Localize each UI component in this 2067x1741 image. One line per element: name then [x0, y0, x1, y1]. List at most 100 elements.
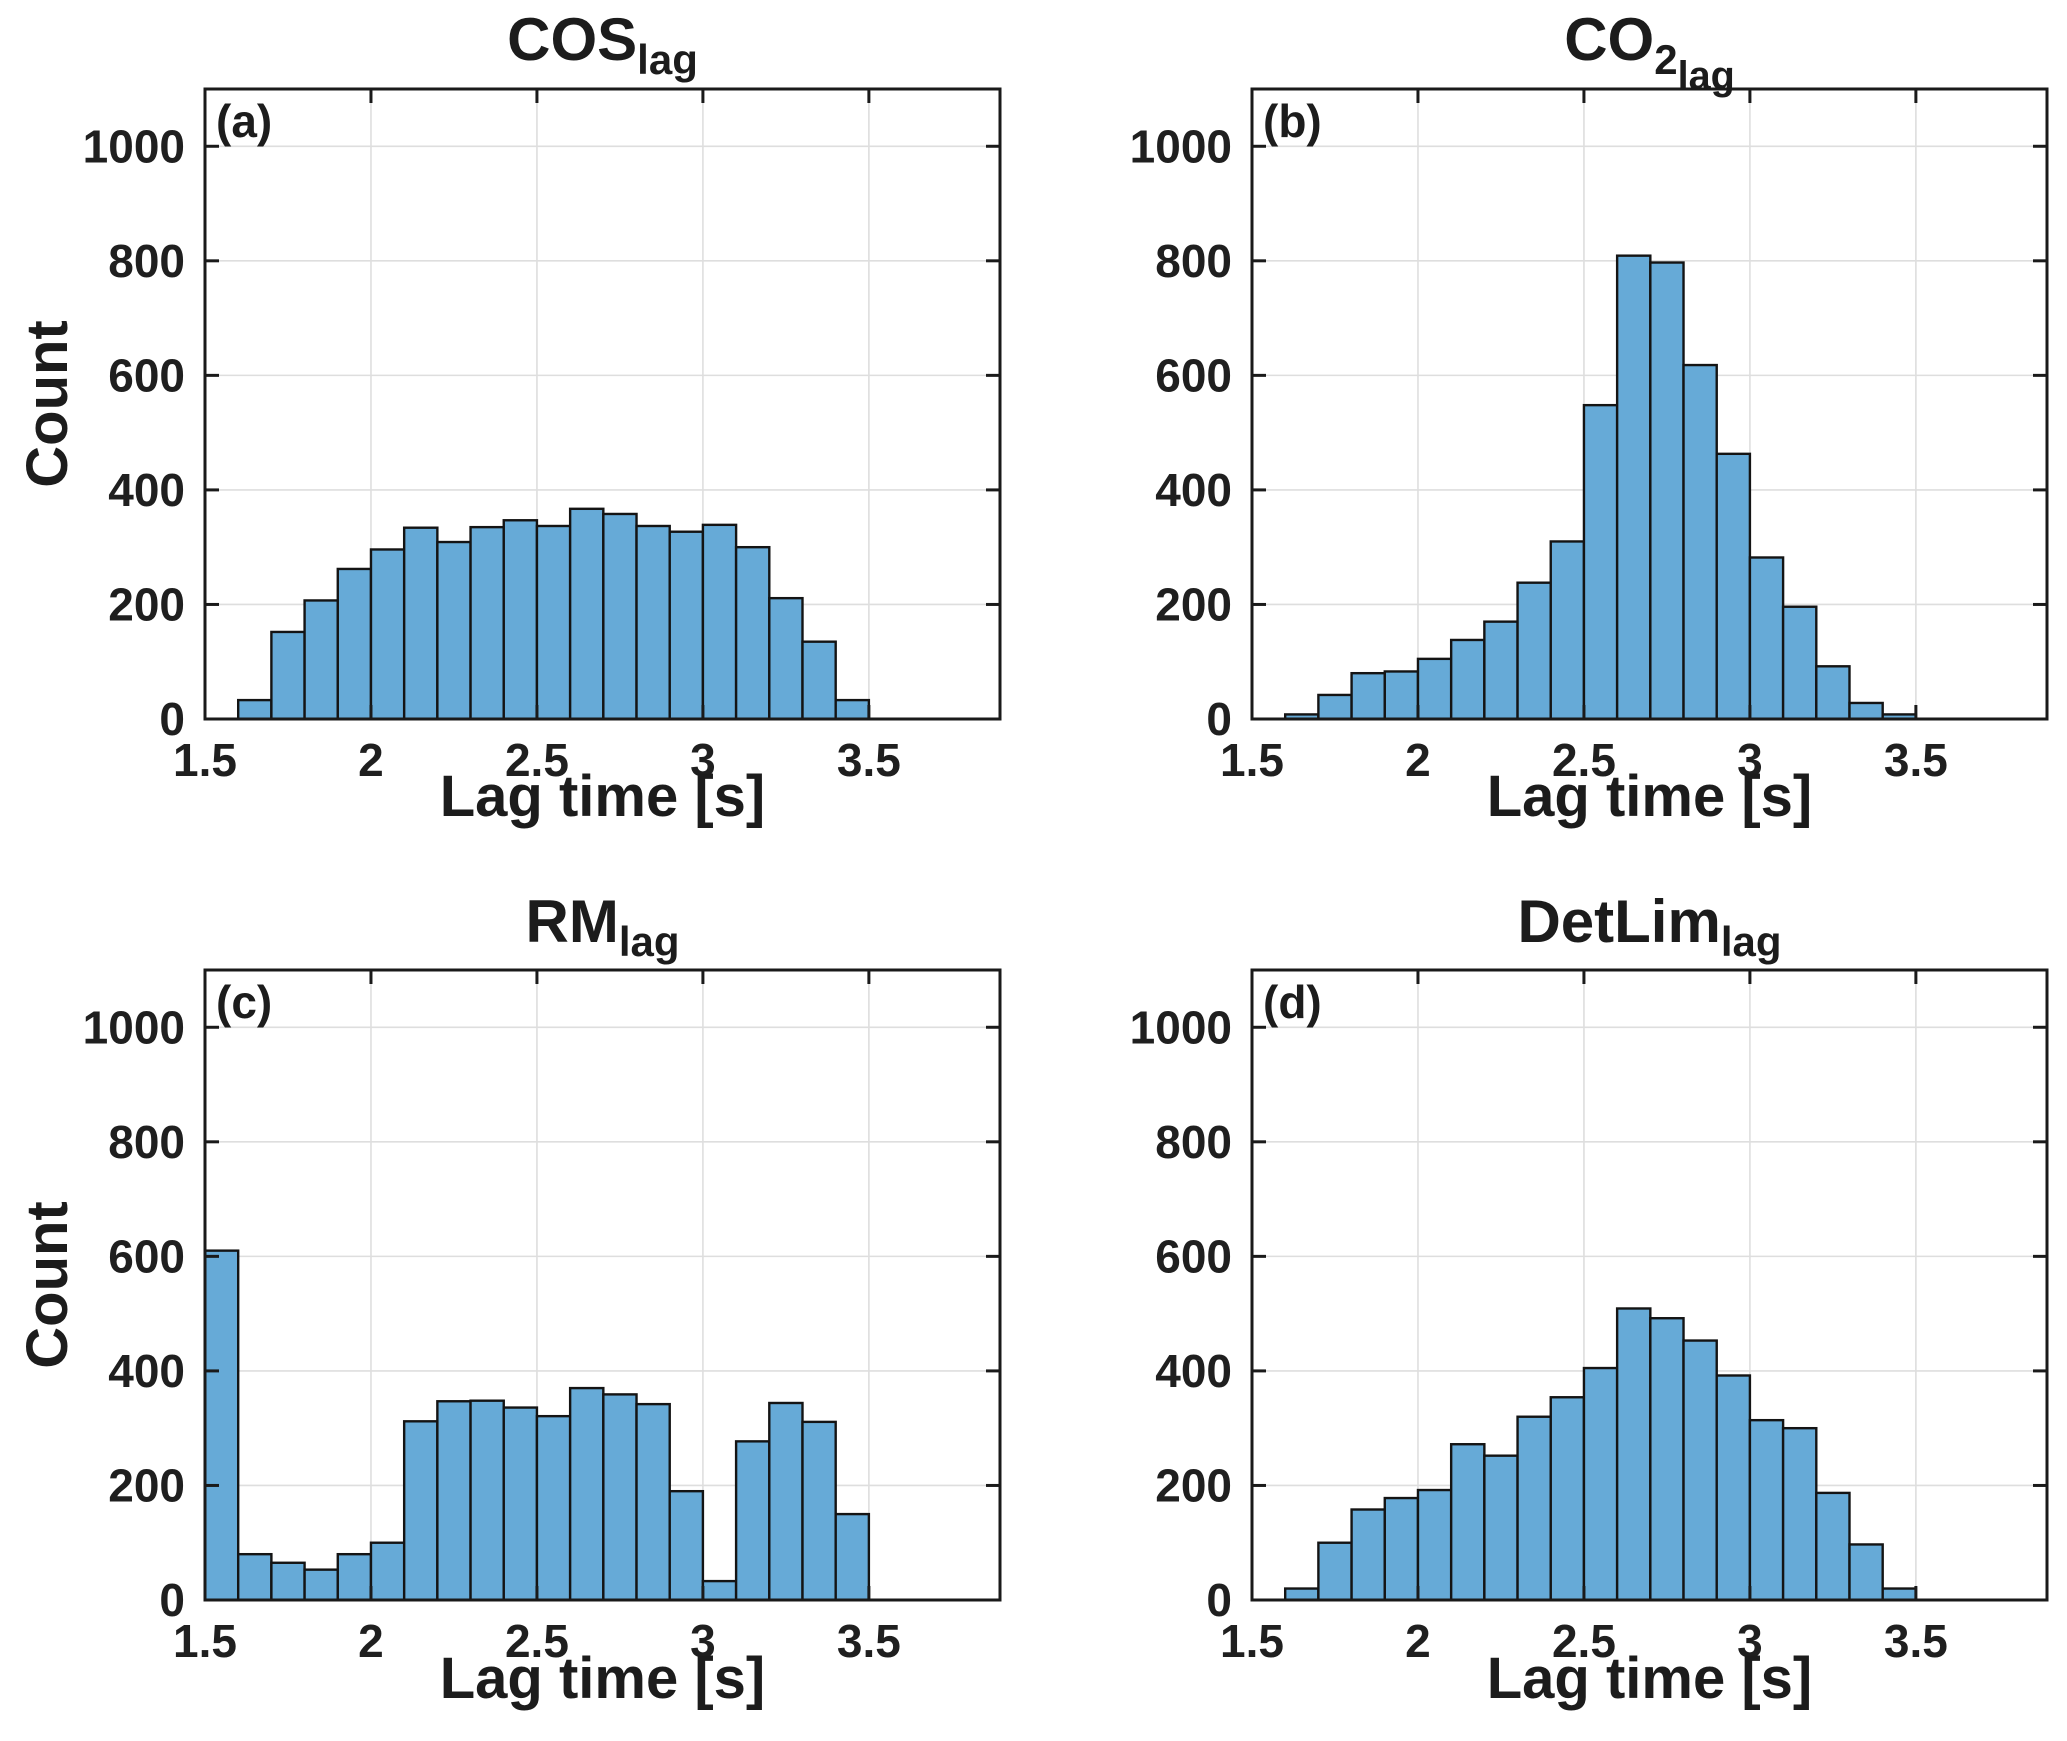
x-tick-label: 2.5	[1552, 734, 1616, 786]
panel-a-letter: (a)	[216, 95, 273, 147]
x-tick-label: 1.5	[173, 1615, 237, 1667]
x-tick-label: 2.5	[1552, 1615, 1616, 1667]
x-tick-label: 1.5	[1220, 1615, 1284, 1667]
title-base: CO	[1564, 6, 1655, 73]
histogram-rm-lag: 1.5 2 2.5 3 3.5 0 200 400 600 800 1000	[83, 968, 1002, 1667]
y-tick-label: 800	[1155, 1116, 1232, 1168]
title-base: RM	[525, 888, 619, 955]
bar	[1283, 1587, 1320, 1602]
bar	[1483, 620, 1519, 721]
bar	[1416, 657, 1453, 721]
x-tick-label: 2	[358, 1615, 384, 1667]
tick-marks	[1250, 970, 2047, 1602]
panel-c-xlabel: Lag time [s]	[439, 1646, 766, 1711]
bar	[535, 524, 572, 721]
y-tick-label: 1000	[83, 1001, 185, 1053]
bar	[1848, 701, 1884, 721]
title-subscript: lag	[1720, 917, 1782, 965]
bar	[402, 1420, 439, 1602]
x-tick-label: 2	[358, 734, 384, 786]
tick-labels: 1.5 2 2.5 3 3.5 0 200 400 600 800 1000	[1130, 1001, 1948, 1667]
panel-a: COSlag 1.5 2 2.5 3 3.5 0 200 400 600 800 1000 (a) …	[0, 0, 1033, 870]
y-tick-label: 0	[159, 693, 185, 745]
panel-a-xlabel: Lag time [s]	[439, 764, 766, 829]
bar	[668, 1489, 705, 1602]
panel-b-xlabel: Lag time [s]	[1486, 764, 1813, 829]
bar	[1848, 1543, 1884, 1602]
bar	[436, 540, 472, 721]
tick-labels: 1.5 2 2.5 3 3.5 0 200 400 600 800 1000	[83, 120, 901, 786]
y-tick-label: 800	[108, 1116, 185, 1168]
panel-a-title: COSlag	[205, 10, 1000, 81]
panel-d-letter: (d)	[1263, 976, 1322, 1028]
tick-labels: 1.5 2 2.5 3 3.5 0 200 400 600 800 1000	[1130, 120, 1948, 786]
x-tick-label: 3	[690, 1615, 716, 1667]
panel-b: CO2lag 1.5 2 2.5 3 3.5 0 200 400 600 800 1000 (b) …	[1033, 0, 2067, 870]
bars	[236, 507, 871, 721]
tick-marks	[203, 970, 1000, 1602]
x-tick-label: 3	[690, 734, 716, 786]
bar	[1383, 1496, 1420, 1602]
bar	[1748, 1418, 1785, 1602]
histogram-co2-lag: 1.5 2 2.5 3 3.5 0 200 400 600 800 1000	[1130, 87, 2049, 786]
y-tick-label: 0	[159, 1574, 185, 1626]
x-tick-label: 2.5	[505, 1615, 569, 1667]
panel-d-title: DetLimlag	[1252, 892, 2047, 963]
bar	[1582, 1366, 1619, 1602]
x-tick-label: 2	[1405, 734, 1431, 786]
y-tick-label: 200	[1155, 1459, 1232, 1511]
bar	[336, 1552, 373, 1602]
bar	[369, 548, 406, 721]
y-tick-label: 1000	[1130, 120, 1232, 172]
y-tick-label: 1000	[1130, 1001, 1232, 1053]
bar	[535, 1414, 572, 1602]
title-subscript: lag	[637, 35, 698, 83]
bar	[203, 1249, 240, 1602]
x-tick-label: 3	[1737, 734, 1763, 786]
y-tick-label: 800	[1155, 235, 1232, 287]
bar	[1682, 363, 1718, 721]
bar	[502, 1406, 539, 1602]
bar	[1383, 670, 1420, 721]
bar	[502, 519, 539, 721]
bar	[1615, 1307, 1652, 1602]
y-tick-label: 1000	[83, 120, 185, 172]
panel-c-letter: (c)	[216, 976, 273, 1028]
panel-a-ylabel: Count	[15, 320, 80, 488]
histogram-cos-lag: 1.5 2 2.5 3 3.5 0 200 400 600 800 1000	[83, 87, 1002, 786]
bar	[734, 1440, 771, 1602]
bar	[834, 1512, 871, 1602]
bars	[1283, 254, 1918, 721]
bar	[734, 545, 771, 721]
y-tick-label: 400	[1155, 1345, 1232, 1397]
bar	[768, 596, 804, 721]
bar	[1549, 1396, 1586, 1602]
bar	[801, 1420, 837, 1602]
x-tick-label: 2	[1405, 1615, 1431, 1667]
y-tick-label: 200	[1155, 578, 1232, 630]
bar	[701, 523, 738, 721]
panel-d-xlabel: Lag time [s]	[1486, 1646, 1813, 1711]
bar	[1715, 452, 1752, 721]
bar	[1416, 1488, 1453, 1602]
y-tick-label: 200	[108, 578, 185, 630]
bar	[270, 630, 306, 721]
title-base: COS	[507, 6, 638, 73]
x-tick-label: 3.5	[1884, 1615, 1948, 1667]
y-tick-label: 0	[1206, 693, 1232, 745]
y-tick-label: 400	[1155, 464, 1232, 516]
bar	[436, 1400, 472, 1602]
tick-marks	[203, 89, 1000, 721]
panel-d: DetLimlag 1.5 2 2.5 3 3.5 0 200 400 600 800 1000 (…	[1033, 870, 2067, 1741]
x-tick-label: 3.5	[1884, 734, 1948, 786]
bar	[1781, 605, 1818, 721]
bar	[568, 1386, 605, 1602]
tick-labels: 1.5 2 2.5 3 3.5 0 200 400 600 800 1000	[83, 1001, 901, 1667]
bar	[303, 1568, 339, 1602]
bar	[1516, 1415, 1552, 1602]
y-tick-label: 400	[108, 464, 185, 516]
title-subscript: 2	[1654, 35, 1678, 83]
bars	[203, 1249, 871, 1602]
bar	[236, 1552, 273, 1602]
bar	[1483, 1454, 1519, 1602]
